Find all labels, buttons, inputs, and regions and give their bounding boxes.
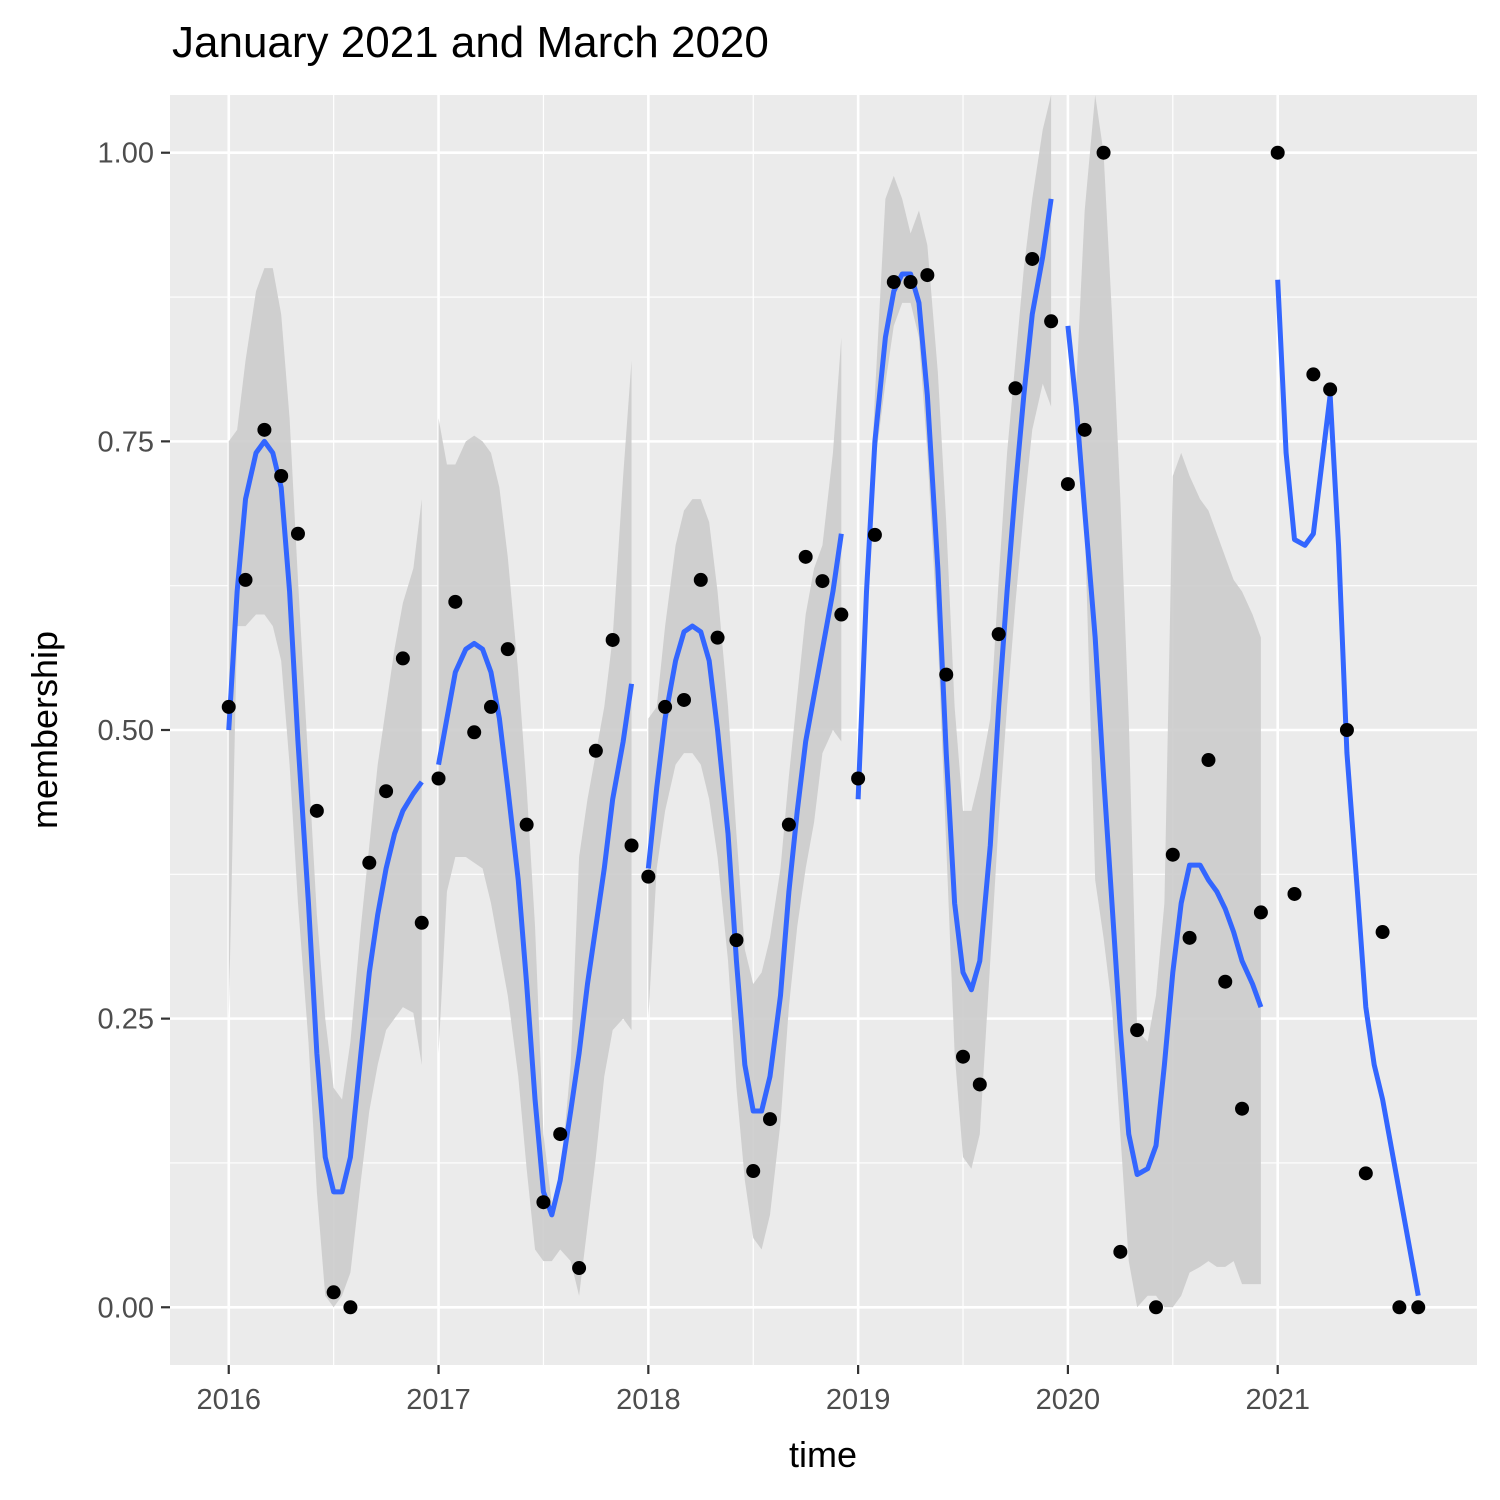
data-point — [658, 699, 673, 714]
data-point — [746, 1164, 761, 1179]
data-point — [867, 527, 882, 542]
y-tick-label: 0.00 — [98, 1292, 154, 1324]
x-tick-label: 2020 — [1036, 1384, 1101, 1416]
tick-labels: 2016 2017 2018 2019 2020 2021 0.00 0.25 0.50 0.75… — [98, 138, 1310, 1416]
data-point — [1375, 925, 1390, 940]
data-point — [483, 699, 498, 714]
data-point — [1201, 753, 1216, 768]
y-tick-label: 0.75 — [98, 426, 154, 458]
data-point — [1165, 847, 1180, 862]
data-point — [1025, 251, 1040, 266]
data-point — [1096, 145, 1111, 160]
chart-title: January 2021 and March 2020 — [172, 18, 769, 67]
data-point — [553, 1127, 568, 1142]
data-point — [851, 771, 866, 786]
data-point — [221, 699, 236, 714]
data-point — [729, 933, 744, 948]
data-point — [1060, 477, 1075, 492]
data-point — [1287, 886, 1302, 901]
data-point — [238, 572, 253, 587]
data-point — [1306, 367, 1321, 382]
x-axis-title: time — [789, 1434, 857, 1475]
data-point — [641, 869, 656, 884]
smooth-line — [436, 640, 635, 1218]
data-point — [956, 1049, 971, 1064]
data-point — [1044, 314, 1059, 329]
x-tick-label: 2016 — [196, 1384, 261, 1416]
data-point — [1392, 1300, 1407, 1315]
data-point — [991, 627, 1006, 642]
smooth-line — [1275, 279, 1421, 1297]
x-tick-label: 2021 — [1245, 1384, 1310, 1416]
smooth-lines — [226, 198, 1421, 1297]
axis-ticks — [161, 151, 1279, 1374]
data-point — [326, 1285, 341, 1300]
data-point — [467, 725, 482, 740]
data-point — [1077, 422, 1092, 437]
data-point — [605, 632, 620, 647]
data-point — [886, 275, 901, 290]
x-tick-label: 2019 — [826, 1384, 891, 1416]
x-tick-label: 2017 — [406, 1384, 471, 1416]
data-point — [624, 838, 639, 853]
data-point — [536, 1195, 551, 1210]
data-point — [588, 743, 603, 758]
smooth-line — [645, 533, 844, 1114]
data-point — [431, 771, 446, 786]
data-point — [1218, 974, 1233, 989]
smooth-line — [226, 438, 424, 1195]
data-point — [798, 549, 813, 564]
data-point — [362, 855, 377, 870]
smooth-line — [1065, 325, 1264, 1177]
data-point — [676, 692, 691, 707]
data-point — [972, 1077, 987, 1092]
data-point — [834, 607, 849, 622]
confidence-ribbon — [858, 95, 1052, 1169]
data-point — [1339, 723, 1354, 737]
data-point — [343, 1300, 358, 1315]
data-point — [395, 651, 410, 666]
y-axis-title: membership — [24, 631, 65, 829]
data-point — [920, 268, 935, 283]
data-point — [1270, 145, 1285, 160]
data-point — [1008, 381, 1023, 396]
data-point — [710, 630, 725, 645]
data-point — [781, 817, 796, 832]
data-point — [448, 594, 463, 609]
confidence-ribbon — [228, 268, 422, 1308]
data-point — [572, 1261, 587, 1276]
data-point — [815, 574, 830, 589]
data-point — [1253, 905, 1268, 920]
data-point — [1235, 1101, 1250, 1116]
data-point — [763, 1112, 778, 1127]
data-point — [519, 817, 534, 832]
y-tick-label: 0.25 — [98, 1004, 154, 1036]
data-point — [290, 526, 305, 541]
data-point — [257, 422, 272, 437]
data-point — [1149, 1300, 1164, 1315]
smooth-line — [855, 198, 1054, 993]
data-point — [1358, 1166, 1373, 1181]
data-points — [221, 145, 1426, 1315]
data-point — [274, 469, 289, 483]
data-point — [939, 667, 954, 682]
data-point — [379, 784, 394, 799]
data-point — [1130, 1023, 1145, 1038]
data-point — [1113, 1244, 1128, 1259]
confidence-ribbon — [438, 360, 632, 1296]
data-point — [1182, 930, 1197, 945]
data-point — [693, 572, 708, 587]
data-point — [1411, 1300, 1426, 1315]
data-point — [1323, 382, 1338, 397]
y-tick-label: 1.00 — [98, 138, 154, 170]
data-point — [903, 275, 918, 290]
data-point — [309, 803, 324, 818]
x-tick-label: 2018 — [616, 1384, 681, 1416]
confidence-ribbon — [648, 337, 842, 1250]
data-point — [414, 915, 429, 930]
y-tick-label: 0.50 — [98, 715, 154, 747]
data-point — [500, 642, 515, 657]
